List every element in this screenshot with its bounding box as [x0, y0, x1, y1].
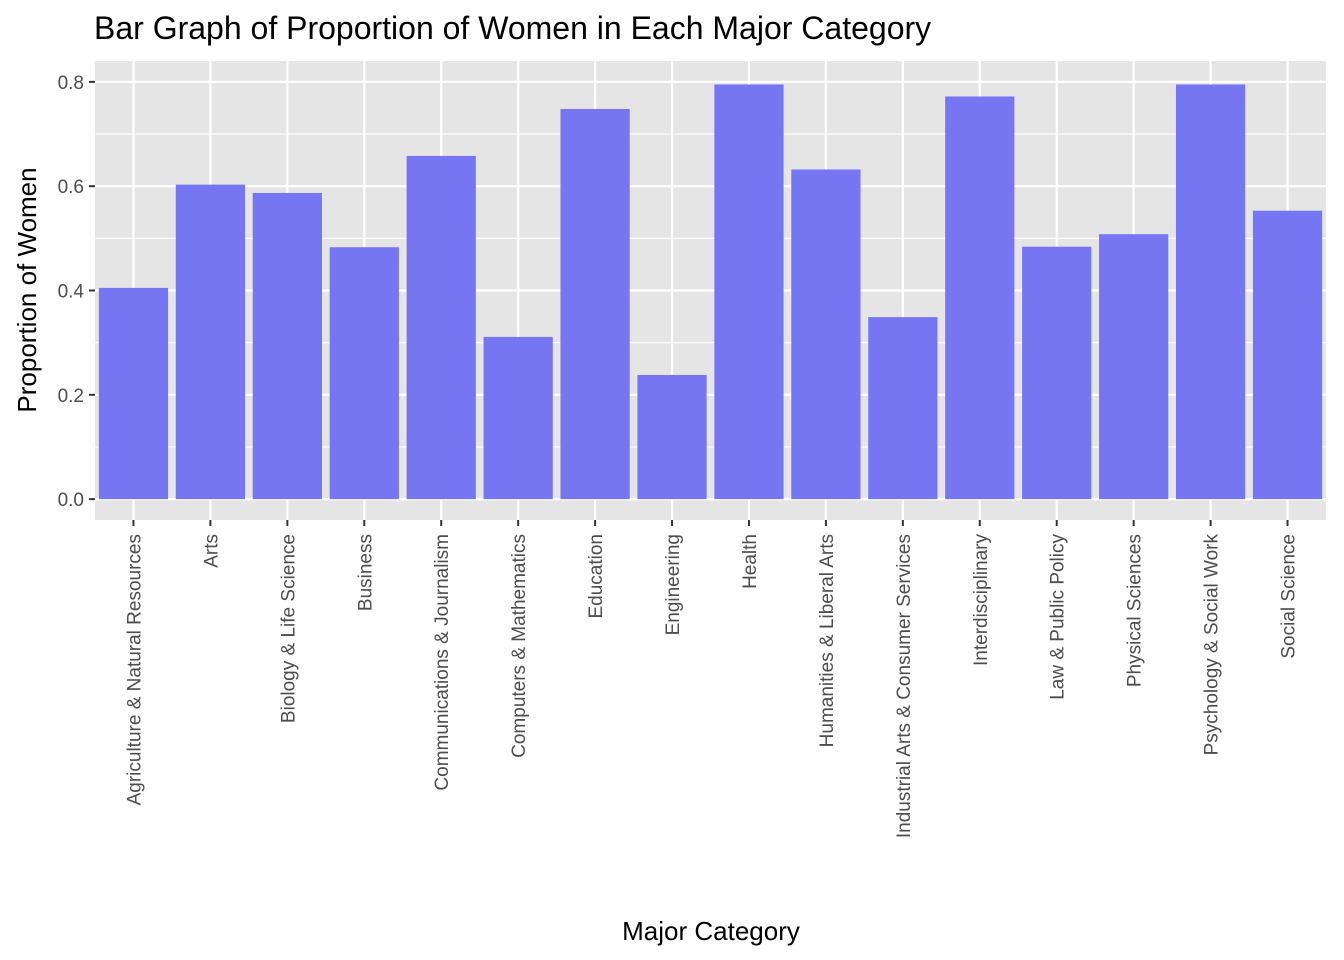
x-tick-label: Industrial Arts & Consumer Services	[894, 534, 915, 838]
x-tick-label: Business	[355, 534, 376, 611]
x-tick-label: Computers & Mathematics	[509, 534, 530, 758]
x-tick-label: Psychology & Social Work	[1202, 534, 1223, 756]
bar	[945, 96, 1015, 500]
bar	[98, 287, 169, 500]
bar	[1099, 234, 1169, 500]
y-tick-label: 0.8	[58, 73, 84, 94]
y-tick-label: 0.0	[58, 490, 84, 511]
y-axis: 0.0 0.2 0.4 0.6 0.8	[58, 73, 95, 511]
bar	[406, 155, 476, 500]
x-tick-label: Health	[740, 534, 761, 589]
bars	[98, 84, 1323, 500]
x-tick-label: Communications & Journalism	[432, 534, 453, 791]
bar	[1175, 84, 1246, 500]
y-tick-label: 0.2	[58, 386, 84, 407]
chart-title: Bar Graph of Proportion of Women in Each…	[94, 10, 931, 46]
y-tick-label: 0.4	[58, 282, 85, 303]
x-tick-label: Physical Sciences	[1125, 534, 1146, 687]
bar	[868, 317, 938, 500]
y-axis-title: Proportion of Women	[12, 167, 42, 412]
x-tick-label: Interdisciplinary	[971, 534, 992, 666]
bar	[329, 247, 399, 500]
x-tick-label: Social Science	[1279, 534, 1300, 659]
bar	[483, 336, 553, 500]
bar	[637, 374, 707, 500]
bar	[1252, 210, 1323, 500]
x-tick-label: Law & Public Policy	[1048, 534, 1069, 700]
bar	[791, 169, 861, 500]
x-tick-label: Arts	[201, 534, 222, 568]
x-axis-title: Major Category	[622, 916, 800, 946]
bar	[175, 184, 246, 500]
x-tick-label: Engineering	[663, 534, 684, 635]
x-tick-label: Humanities & Liberal Arts	[817, 534, 838, 747]
bar	[560, 108, 630, 500]
x-tick-label: Biology & Life Science	[278, 534, 299, 723]
x-tick-label: Agriculture & Natural Resources	[124, 534, 145, 805]
bar	[1022, 246, 1092, 500]
bar	[252, 192, 322, 500]
y-tick-label: 0.6	[58, 177, 84, 198]
x-axis: Agriculture & Natural Resources Arts Biolo…	[124, 520, 1300, 838]
bar	[714, 84, 784, 500]
x-tick-label: Education	[586, 534, 607, 619]
